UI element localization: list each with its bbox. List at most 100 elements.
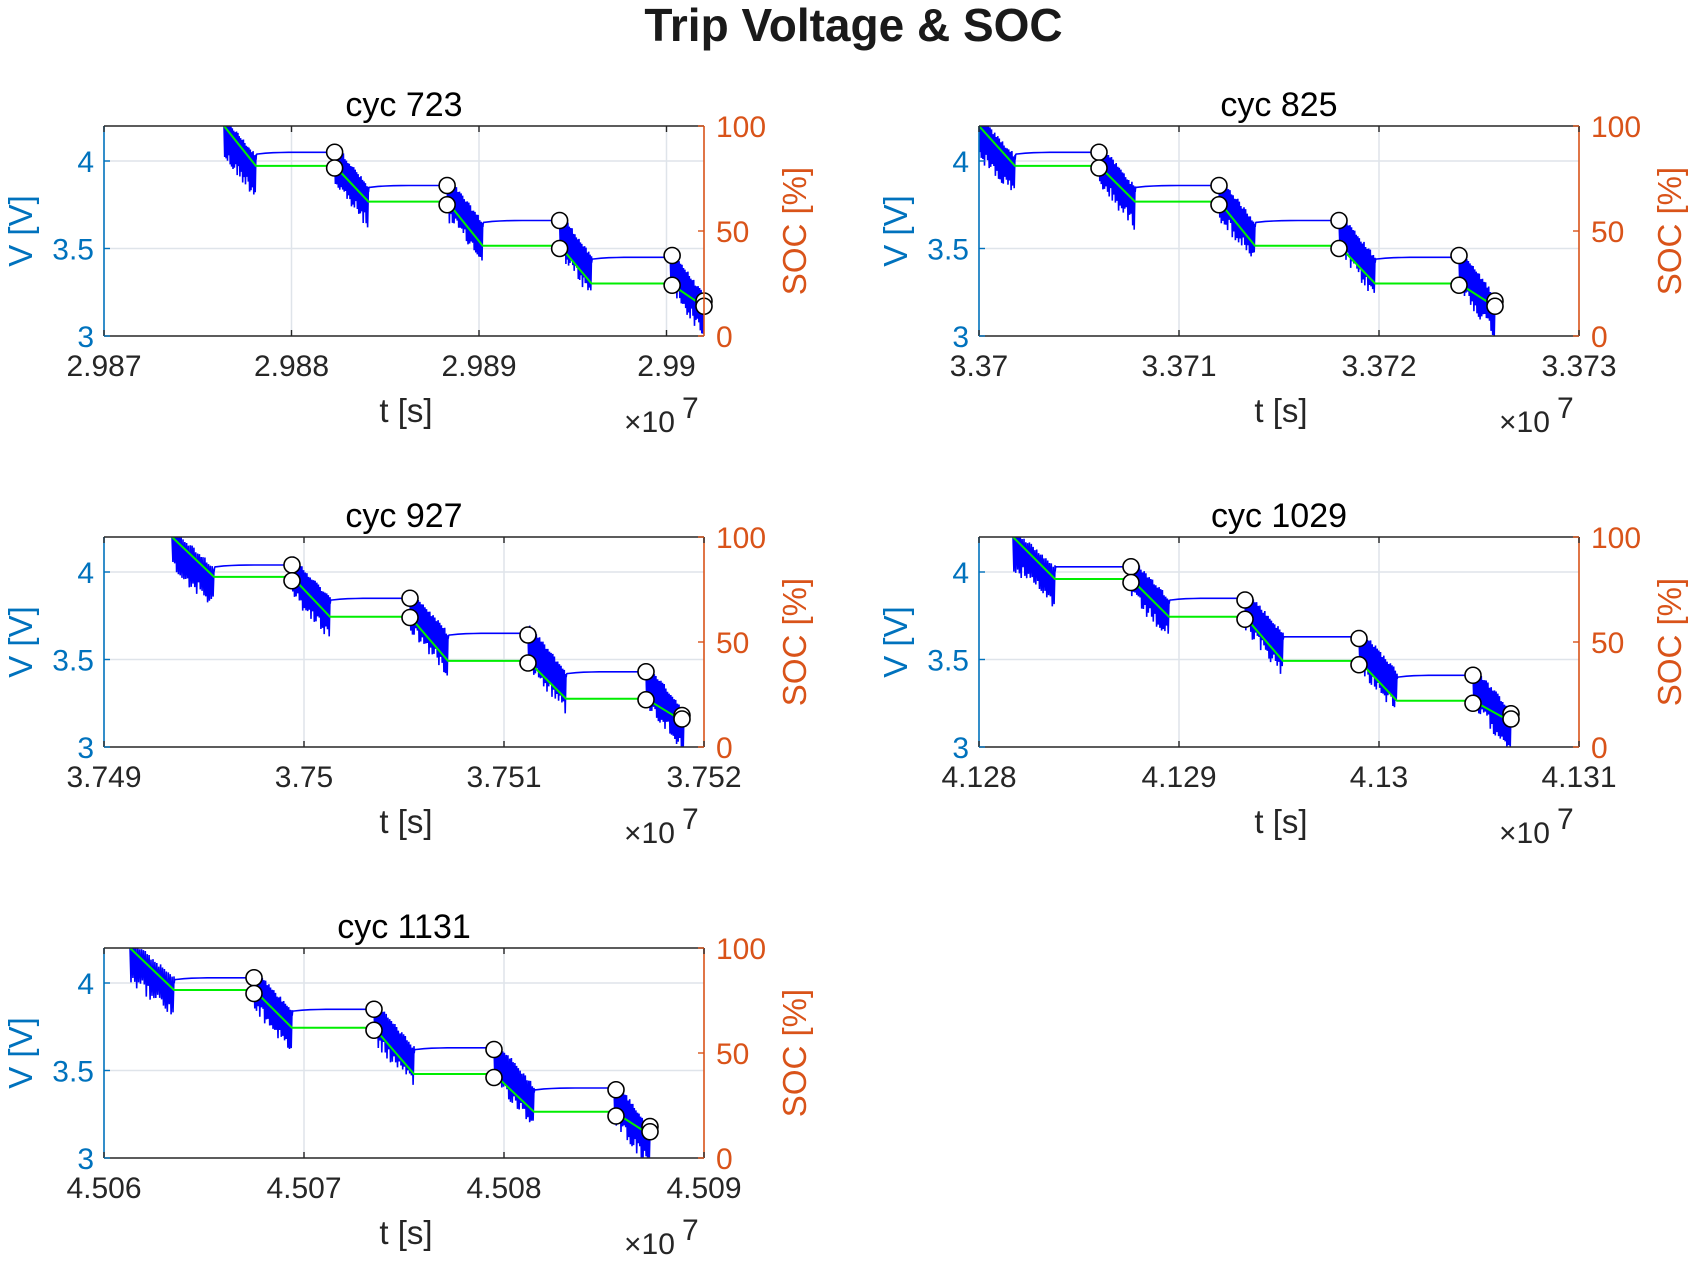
y-tick-label-left: 4 bbox=[77, 146, 94, 179]
trip-marker bbox=[1210, 176, 1228, 195]
soc-trace bbox=[979, 126, 1496, 308]
y-axis-label-right: SOC [%] bbox=[776, 578, 813, 706]
x-exponent: ×10 bbox=[624, 1228, 675, 1261]
y-tick-label-right: 50 bbox=[1591, 216, 1624, 249]
trip-marker bbox=[1350, 629, 1368, 648]
y-tick-label-left: 3.5 bbox=[52, 645, 94, 678]
y-tick-label-right: 100 bbox=[716, 522, 766, 555]
x-tick-label: 4.128 bbox=[941, 761, 1016, 794]
trip-marker bbox=[438, 195, 456, 214]
x-tick-label: 3.37 bbox=[950, 350, 1008, 383]
subplot-3: 4.128 4.129 4.13 4.131 3 3.5 4 0 50 100 cyc 1029 t … bbox=[877, 497, 1688, 850]
trip-marker bbox=[283, 556, 301, 574]
x-tick-label: 3.751 bbox=[466, 761, 541, 794]
subplot-title: cyc 927 bbox=[345, 497, 462, 535]
trip-marker bbox=[325, 143, 344, 162]
y-tick-label-left: 3 bbox=[77, 321, 94, 354]
y-tick-label-right: 0 bbox=[716, 321, 733, 354]
x-tick-label: 3.371 bbox=[1141, 350, 1216, 383]
y-tick-label-right: 50 bbox=[716, 627, 749, 660]
trip-marker bbox=[519, 654, 537, 672]
trip-marker bbox=[663, 276, 681, 295]
x-tick-label: 4.131 bbox=[1541, 761, 1616, 794]
trip-marker bbox=[607, 1107, 625, 1125]
trip-marker bbox=[519, 626, 537, 644]
trip-marker bbox=[550, 239, 569, 258]
y-axis-label-left: V [V] bbox=[2, 1017, 39, 1089]
voltage-trace bbox=[129, 948, 651, 1158]
trip-marker bbox=[1330, 211, 1348, 230]
y-tick-label-right: 0 bbox=[1591, 732, 1608, 765]
trip-marker bbox=[607, 1080, 625, 1099]
y-tick-label-left: 4 bbox=[77, 968, 94, 1001]
x-exponent-power: 7 bbox=[1557, 803, 1574, 836]
subplot-title: cyc 1131 bbox=[337, 908, 471, 946]
y-tick-label-left: 3.5 bbox=[927, 645, 969, 678]
y-tick-label-left: 4 bbox=[77, 557, 94, 590]
y-axis-label-left: V [V] bbox=[877, 195, 914, 267]
trip-marker bbox=[1350, 655, 1368, 674]
y-tick-label-right: 50 bbox=[716, 216, 749, 249]
y-tick-label-right: 50 bbox=[1591, 627, 1624, 660]
y-tick-label-left: 4 bbox=[952, 146, 969, 179]
y-tick-label-left: 3.5 bbox=[52, 234, 94, 267]
trip-marker bbox=[673, 710, 691, 728]
y-axis-label-left: V [V] bbox=[2, 606, 39, 678]
voltage-trace bbox=[979, 126, 1496, 336]
x-tick-label: 4.506 bbox=[66, 1172, 141, 1205]
y-tick-label-right: 0 bbox=[1591, 321, 1608, 354]
x-exponent-power: 7 bbox=[682, 392, 699, 425]
y-tick-label-left: 3 bbox=[952, 321, 969, 354]
soc-trace bbox=[223, 126, 704, 308]
trip-marker bbox=[641, 1122, 659, 1141]
subplot-2: 3.749 3.75 3.751 3.752 3 3.5 4 0 50 100 cyc 927 t [… bbox=[2, 497, 813, 850]
y-tick-label-left: 4 bbox=[952, 557, 969, 590]
y-tick-label-right: 50 bbox=[716, 1038, 749, 1071]
x-tick-label: 2.987 bbox=[66, 350, 141, 383]
x-tick-label: 4.507 bbox=[266, 1172, 341, 1205]
voltage-trace bbox=[171, 537, 685, 747]
x-exponent: ×10 bbox=[624, 406, 675, 439]
trip-marker bbox=[637, 662, 655, 681]
trip-marker bbox=[1450, 246, 1468, 265]
trip-marker bbox=[401, 608, 419, 627]
y-tick-label-right: 100 bbox=[1591, 522, 1641, 555]
trip-marker bbox=[550, 211, 569, 230]
x-axis-label: t [s] bbox=[379, 803, 432, 840]
voltage-trace bbox=[1012, 537, 1512, 747]
soc-trace bbox=[1012, 537, 1512, 723]
trip-marker bbox=[365, 1021, 383, 1040]
y-axis-label-right: SOC [%] bbox=[776, 167, 813, 295]
x-tick-label: 4.13 bbox=[1350, 761, 1408, 794]
y-tick-label-left: 3 bbox=[77, 1143, 94, 1176]
voltage-trace bbox=[223, 126, 704, 334]
trip-marker bbox=[1122, 573, 1140, 592]
trip-marker bbox=[1236, 610, 1254, 629]
y-tick-label-right: 0 bbox=[716, 732, 733, 765]
trip-marker bbox=[1486, 297, 1504, 316]
y-tick-label-right: 0 bbox=[716, 1143, 733, 1176]
x-tick-label: 4.129 bbox=[1141, 761, 1216, 794]
x-tick-label: 3.749 bbox=[66, 761, 141, 794]
trip-marker bbox=[1330, 239, 1348, 258]
trip-marker bbox=[485, 1068, 503, 1087]
y-tick-label-left: 3 bbox=[77, 732, 94, 765]
trip-marker bbox=[663, 246, 681, 265]
trip-marker bbox=[365, 1000, 383, 1019]
trip-marker bbox=[1450, 276, 1468, 295]
y-tick-label-right: 100 bbox=[716, 111, 766, 144]
y-tick-label-left: 3.5 bbox=[927, 234, 969, 267]
x-axis-label: t [s] bbox=[379, 1214, 432, 1251]
x-tick-label: 4.509 bbox=[666, 1172, 741, 1205]
y-axis-label-left: V [V] bbox=[877, 606, 914, 678]
y-tick-label-right: 100 bbox=[1591, 111, 1641, 144]
y-axis-label-right: SOC [%] bbox=[1651, 167, 1688, 295]
x-tick-label: 3.752 bbox=[666, 761, 741, 794]
trip-marker bbox=[1502, 710, 1520, 728]
trip-marker bbox=[1464, 666, 1482, 685]
trip-marker bbox=[637, 690, 655, 709]
subplot-4: 4.506 4.507 4.508 4.509 3 3.5 4 0 50 100 cyc 1131 t… bbox=[2, 908, 813, 1261]
trip-marker bbox=[1122, 557, 1140, 576]
y-tick-label-left: 3 bbox=[952, 732, 969, 765]
